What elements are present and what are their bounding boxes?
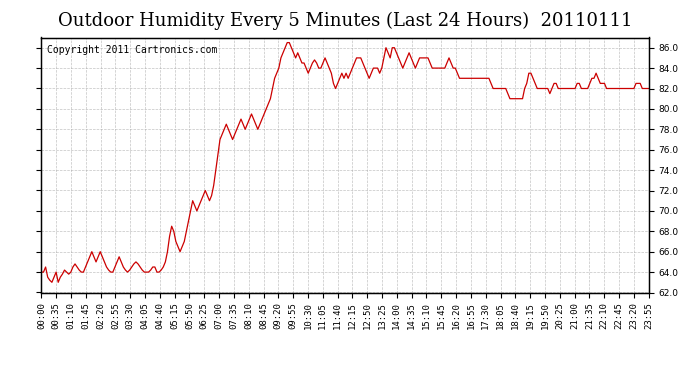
Text: Copyright 2011 Cartronics.com: Copyright 2011 Cartronics.com <box>48 45 218 55</box>
Text: Outdoor Humidity Every 5 Minutes (Last 24 Hours)  20110111: Outdoor Humidity Every 5 Minutes (Last 2… <box>58 11 632 30</box>
